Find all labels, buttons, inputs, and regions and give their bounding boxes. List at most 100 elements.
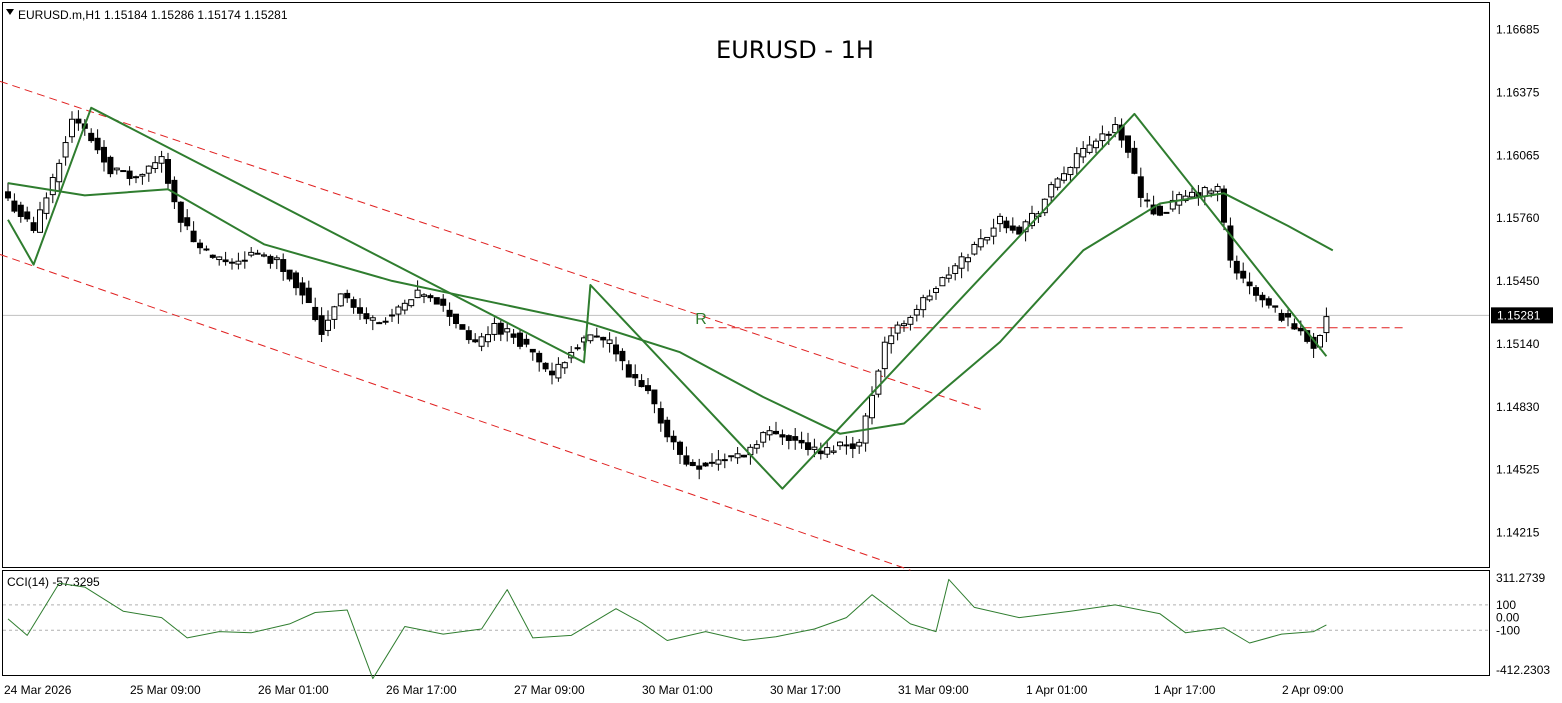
candle-body xyxy=(1233,260,1240,274)
candle-body xyxy=(1144,199,1151,202)
candles-layer xyxy=(5,110,1330,480)
channel-line-upper xyxy=(0,80,981,410)
candle-body xyxy=(587,334,594,342)
symbol-dropdown-icon[interactable] xyxy=(6,9,14,15)
candle-body xyxy=(894,324,901,334)
candle-body xyxy=(376,322,383,325)
candle-body xyxy=(1201,187,1208,197)
price-tick-label: 1.14525 xyxy=(1496,462,1540,476)
candle-body xyxy=(856,441,863,447)
annotation-marker: R xyxy=(695,311,707,328)
candle-body xyxy=(152,162,159,169)
candle-body xyxy=(261,254,267,257)
candle-body xyxy=(971,243,978,255)
candle-body xyxy=(440,298,447,306)
candle-body xyxy=(1278,312,1285,321)
candle-body xyxy=(254,252,261,255)
cci-level-label: 0.00 xyxy=(1496,611,1520,625)
candle-body xyxy=(1067,166,1074,176)
candle-body xyxy=(709,461,715,464)
candle-body xyxy=(920,297,927,311)
candle-body xyxy=(145,165,152,174)
candle-body xyxy=(677,441,683,455)
candle-body xyxy=(1221,188,1227,223)
candle-body xyxy=(139,173,146,177)
cci-level-label: 100 xyxy=(1496,598,1516,612)
candle-body xyxy=(235,260,242,265)
time-tick-label: 2 Apr 09:00 xyxy=(1282,683,1344,697)
candle-body xyxy=(945,274,952,279)
candle-body xyxy=(625,364,632,378)
candle-body xyxy=(312,306,319,321)
candle-body xyxy=(689,461,696,467)
price-tick-label: 1.16375 xyxy=(1496,86,1540,100)
zigzag-line xyxy=(7,106,1328,490)
candle-body xyxy=(1009,225,1016,231)
cci-level-label: -412.2303 xyxy=(1496,663,1550,677)
candle-body xyxy=(325,319,331,331)
candle-body xyxy=(165,159,171,184)
time-tick-label: 31 Mar 09:00 xyxy=(898,683,969,697)
candle-body xyxy=(357,307,363,314)
candle-body xyxy=(619,350,626,362)
channel-line-lower xyxy=(0,253,911,571)
candle-body xyxy=(485,334,491,343)
candle-body xyxy=(939,277,946,287)
price-tick-label: 1.15140 xyxy=(1496,337,1540,351)
candle-body xyxy=(1240,270,1247,279)
candle-body xyxy=(670,435,677,443)
time-axis: 24 Mar 2026 25 Mar 09:00 26 Mar 01:00 26… xyxy=(4,683,1344,697)
candle-body xyxy=(30,222,37,231)
candle-body xyxy=(1214,185,1221,192)
candle-body xyxy=(331,306,338,320)
candle-body xyxy=(837,441,843,447)
candle-body xyxy=(785,435,792,441)
candle-body xyxy=(760,432,767,443)
candle-body xyxy=(472,339,479,343)
candle-body xyxy=(549,370,555,376)
candle-body xyxy=(101,146,107,163)
candle-body xyxy=(401,302,408,311)
cci-line xyxy=(7,578,1327,680)
candle-body xyxy=(645,385,651,392)
candle-body xyxy=(267,255,274,264)
candle-body xyxy=(1265,298,1272,306)
candle-body xyxy=(203,248,210,251)
candle-body xyxy=(901,323,907,327)
candle-body xyxy=(94,137,101,151)
candle-body xyxy=(184,217,191,227)
candle-body xyxy=(1099,133,1106,142)
candle-body xyxy=(734,453,741,459)
candle-body xyxy=(299,282,306,296)
candle-body xyxy=(427,295,434,299)
time-tick-label: 24 Mar 2026 xyxy=(4,683,72,697)
candle-body xyxy=(75,118,82,124)
candle-body xyxy=(574,347,581,350)
candle-body xyxy=(555,363,562,379)
candle-body xyxy=(536,352,543,363)
candle-body xyxy=(433,297,440,305)
price-tick-label: 1.14215 xyxy=(1496,526,1540,540)
candle-body xyxy=(369,317,376,321)
candle-body xyxy=(1112,124,1119,134)
moving-average-layer xyxy=(7,182,1334,435)
candle-body xyxy=(1189,191,1195,198)
candle-body xyxy=(1061,173,1067,181)
candle-body xyxy=(984,236,991,241)
candle-body xyxy=(363,313,370,320)
candle-body xyxy=(1086,144,1093,153)
candle-body xyxy=(1016,226,1023,235)
candle-body xyxy=(337,293,344,307)
candle-body xyxy=(414,289,421,299)
candle-body xyxy=(459,324,466,330)
candle-body xyxy=(190,230,197,243)
candle-body xyxy=(990,227,997,237)
candle-body xyxy=(529,348,536,353)
candle-body xyxy=(1131,147,1138,174)
candle-body xyxy=(49,177,56,196)
candle-body xyxy=(517,332,523,347)
candle-body xyxy=(395,306,402,315)
candle-body xyxy=(664,419,671,438)
